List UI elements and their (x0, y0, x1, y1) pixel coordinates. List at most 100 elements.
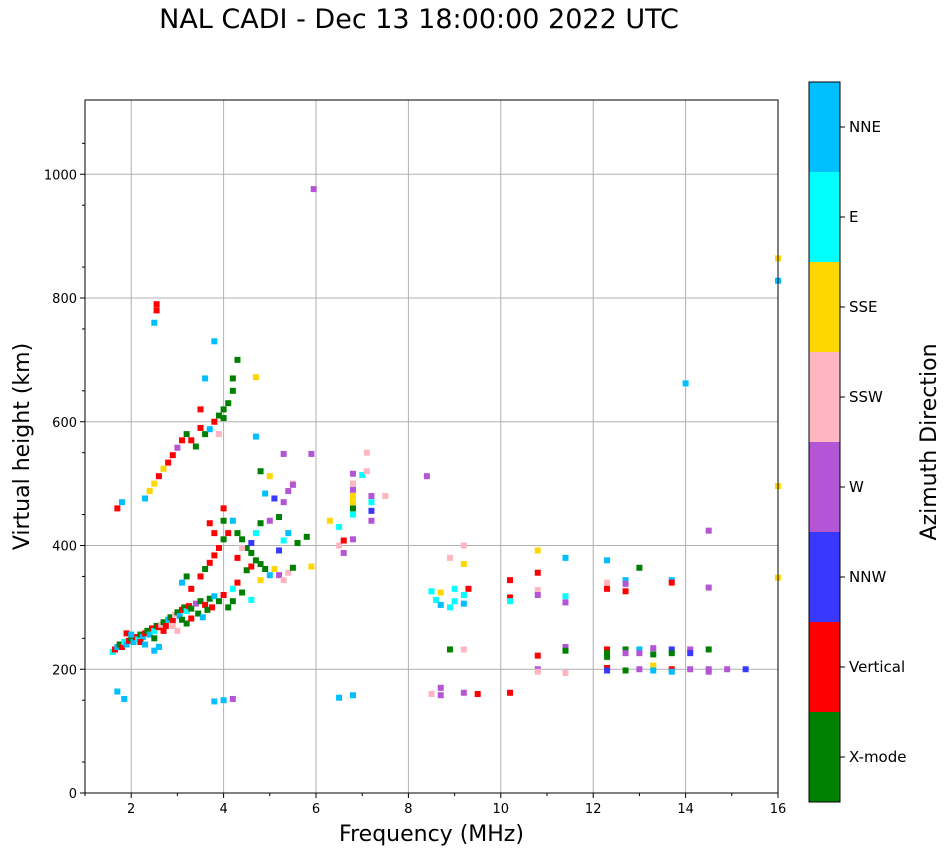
x-axis-label: Frequency (MHz) (339, 822, 524, 847)
data-point (130, 639, 137, 646)
data-point (687, 650, 694, 657)
x-tick-label: 6 (312, 802, 320, 817)
data-point (428, 691, 435, 697)
x-tick-label: 4 (219, 802, 227, 817)
colorbar-tick-label: SSW (849, 388, 883, 406)
data-point (340, 537, 347, 544)
data-point (437, 601, 444, 608)
data-point (114, 505, 121, 512)
data-point (225, 400, 232, 407)
data-point (202, 601, 209, 608)
colorbar-segment (809, 352, 840, 442)
data-point (271, 566, 278, 573)
data-point (604, 557, 611, 564)
data-point (151, 480, 158, 487)
data-point (243, 544, 250, 551)
data-point (437, 692, 444, 699)
data-point (153, 301, 160, 308)
colorbar-tick-label: NNW (849, 568, 886, 586)
data-point (368, 517, 375, 524)
colorbar-label: Azimuth Direction (917, 343, 942, 540)
data-point (215, 598, 222, 605)
data-point (460, 600, 467, 607)
data-point (363, 468, 370, 475)
data-point (604, 585, 611, 592)
data-point (123, 641, 130, 648)
colorbar-tick-label: NNE (849, 118, 881, 136)
data-point (437, 684, 444, 691)
data-point (144, 627, 151, 634)
data-point (604, 646, 611, 653)
data-point (308, 563, 315, 570)
data-point (248, 549, 255, 556)
data-point (562, 647, 569, 654)
data-point (151, 319, 158, 326)
data-point (155, 643, 162, 650)
data-point (123, 630, 130, 637)
data-point (437, 589, 444, 596)
data-point (176, 613, 183, 620)
data-point (174, 609, 181, 616)
data-point (160, 619, 167, 626)
colorbar-segment (809, 262, 840, 352)
data-point (239, 544, 246, 551)
data-point (474, 691, 481, 697)
data-point (289, 481, 296, 488)
data-point (280, 450, 287, 457)
y-tick-label: 1000 (44, 168, 77, 183)
data-point (234, 530, 241, 537)
data-point (121, 695, 128, 702)
data-point (137, 639, 144, 646)
data-point (562, 669, 569, 676)
data-point (243, 567, 250, 574)
data-point (183, 431, 190, 438)
data-point (446, 554, 453, 561)
colorbar-segment (809, 622, 840, 712)
colorbar-tick-label: Vertical (849, 658, 905, 676)
data-point (266, 572, 273, 579)
chart-title: NAL CADI - Dec 13 18:00:00 2022 UTC (159, 4, 679, 35)
data-point (211, 552, 218, 559)
data-point (167, 614, 174, 621)
y-tick-label: 200 (52, 663, 77, 678)
data-point (705, 646, 712, 653)
data-point (220, 592, 227, 598)
data-point (257, 577, 264, 584)
data-point (534, 547, 541, 554)
data-point (160, 627, 167, 634)
data-point (705, 668, 712, 675)
data-point (604, 579, 611, 586)
data-point (460, 542, 467, 549)
data-point (363, 449, 370, 456)
data-point (234, 579, 241, 586)
colorbar-segment (809, 442, 840, 532)
data-point (220, 415, 227, 422)
data-point (252, 374, 259, 381)
data-point (622, 650, 629, 657)
data-point (604, 667, 611, 674)
data-point (262, 490, 269, 497)
colorbar-segment (809, 82, 840, 172)
data-point (220, 536, 227, 543)
data-point (308, 450, 315, 457)
data-point (197, 598, 204, 605)
data-point (650, 662, 657, 669)
data-point (225, 604, 232, 611)
data-point (220, 505, 227, 512)
data-point (174, 627, 181, 634)
x-tick-label: 8 (404, 802, 412, 817)
data-point (252, 557, 259, 564)
data-point (310, 186, 317, 193)
data-point (349, 499, 356, 506)
data-point (229, 598, 236, 605)
data-point (211, 338, 218, 345)
data-point (534, 592, 541, 598)
data-point (248, 540, 255, 547)
data-point (507, 594, 514, 601)
data-point (534, 587, 541, 594)
data-point (225, 530, 232, 537)
data-point (151, 635, 158, 642)
colorbar-tick-label: W (849, 478, 864, 496)
data-point (368, 499, 375, 506)
